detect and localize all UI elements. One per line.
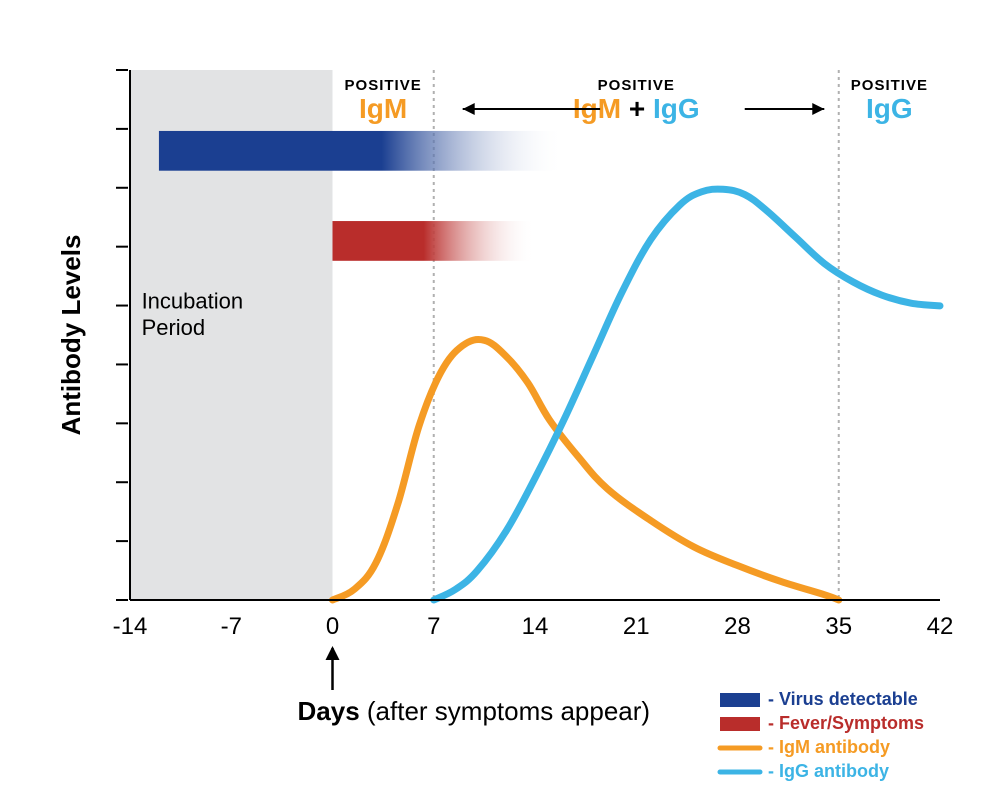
x-tick-label: -14 (113, 613, 148, 640)
legend-swatch (720, 717, 760, 731)
antibody-chart: -14 -7 0 7 14 21 28 35 42 Antibody Levels Incubati… (0, 0, 1000, 808)
x-axis-title: Days (after symptoms appear) (298, 696, 651, 726)
x-tick-label: 42 (927, 613, 954, 640)
phase-positive-label: POSITIVE (851, 77, 928, 94)
x-tick-label: 21 (623, 613, 650, 640)
legend: - Virus detectable - Fever/Symptoms - IgM … (720, 689, 924, 781)
x-tick-label: 7 (427, 613, 440, 640)
legend-label: - Fever/Symptoms (768, 713, 924, 733)
fever-bar (333, 221, 536, 261)
x-tick-label: 28 (724, 613, 751, 640)
y-axis-title: Antibody Levels (56, 235, 86, 436)
x-tick-label: 0 (326, 613, 339, 640)
legend-label: - Virus detectable (768, 689, 918, 709)
x-tick-label: -7 (221, 613, 242, 640)
arrowhead-icon (326, 646, 340, 660)
phase-positive-label: POSITIVE (598, 77, 675, 94)
arrowhead-icon (463, 103, 475, 115)
x-tick-label: 14 (522, 613, 549, 640)
legend-swatch (720, 693, 760, 707)
arrowhead-icon (812, 103, 824, 115)
virus-bar (159, 131, 564, 171)
legend-label: - IgM antibody (768, 737, 890, 757)
incubation-label: Incubation (142, 289, 244, 314)
phase-igg-label: IgG (866, 93, 913, 124)
incubation-label: Period (142, 315, 206, 340)
phase-positive-label: POSITIVE (345, 77, 422, 94)
phase-igm-label: IgM (359, 93, 407, 124)
legend-label: - IgG antibody (768, 761, 889, 781)
x-tick-label: 35 (825, 613, 852, 640)
